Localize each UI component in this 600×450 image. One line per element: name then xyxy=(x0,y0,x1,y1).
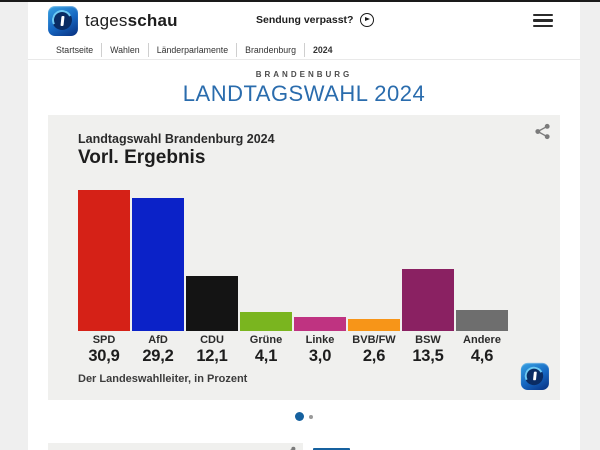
ard-globe-icon xyxy=(48,6,78,36)
sendung-verpasst-link[interactable]: Sendung verpasst? xyxy=(256,13,375,27)
brand-word-bold: schau xyxy=(127,11,178,30)
bar-afd xyxy=(132,198,184,331)
party-label: BSW xyxy=(415,334,441,346)
chart-bars xyxy=(78,189,512,331)
chart-title-small: Landtagswahl Brandenburg 2024 xyxy=(78,132,275,146)
tagesschau-logo-link[interactable]: tagesschau xyxy=(48,6,178,36)
party-label: Grüne xyxy=(249,334,283,346)
party-label: SPD xyxy=(92,334,116,346)
party-label: BVB/FW xyxy=(352,334,396,346)
results-chart-card: Landtagswahl Brandenburg 2024 Vorl. Erge… xyxy=(48,115,560,400)
party-value: 12,1 xyxy=(196,347,228,365)
chart-value-labels: 30,9 29,2 12,1 4,1 3,0 2,6 13,5 4,6 xyxy=(78,347,508,366)
breadcrumb-item-2024: 2024 xyxy=(303,43,341,57)
chart-title-big: Vorl. Ergebnis xyxy=(78,147,206,168)
party-value: 3,0 xyxy=(308,347,332,365)
party-label: AfD xyxy=(148,334,168,346)
next-card-tab-highlight xyxy=(313,448,350,450)
sendung-verpasst-label: Sendung verpasst? xyxy=(256,14,354,26)
header-divider xyxy=(28,59,580,60)
chart-source: Der Landeswahlleiter, in Prozent xyxy=(78,373,248,385)
page-title: LANDTAGSWAHL 2024 xyxy=(182,81,426,106)
breadcrumb: Startseite Wahlen Länderparlamente Brand… xyxy=(48,43,341,57)
chart-watermark-logo-icon xyxy=(520,362,549,390)
breadcrumb-item-startseite[interactable]: Startseite xyxy=(56,45,94,55)
party-value: 29,2 xyxy=(142,347,174,365)
party-label: Linke xyxy=(305,334,335,346)
bar-spd xyxy=(78,190,130,331)
play-icon[interactable] xyxy=(360,13,375,27)
carousel-dot-active[interactable] xyxy=(295,412,304,421)
party-value: 4,1 xyxy=(254,347,278,365)
chart-party-labels: SPD AfD CDU Grüne Linke BVB/FW BSW Andere xyxy=(78,334,508,346)
breadcrumb-item-laenderparlamente[interactable]: Länderparlamente xyxy=(147,43,236,57)
party-label: Andere xyxy=(463,334,501,346)
brand-word-light: tages xyxy=(85,11,128,30)
bar-gr-ne xyxy=(240,312,292,331)
bar-bvb-fw xyxy=(348,319,400,331)
bar-cdu xyxy=(186,276,238,331)
bar-linke xyxy=(294,317,346,331)
next-card-share-icon[interactable] xyxy=(283,446,296,450)
party-value: 4,6 xyxy=(470,347,494,365)
page-kicker: BRANDENBURG xyxy=(255,70,353,79)
breadcrumb-item-wahlen[interactable]: Wahlen xyxy=(101,43,148,57)
party-value: 13,5 xyxy=(412,347,444,365)
next-card-partial xyxy=(48,443,303,450)
bar-andere xyxy=(456,310,508,331)
menu-icon[interactable] xyxy=(533,14,553,30)
share-icon[interactable] xyxy=(535,123,550,145)
carousel-dot-inactive[interactable] xyxy=(309,414,313,419)
party-value: 30,9 xyxy=(88,347,120,365)
content-column: tagesschau Sendung verpasst? Startseite … xyxy=(28,2,580,450)
bar-bsw xyxy=(402,269,454,331)
party-value: 2,6 xyxy=(362,347,386,365)
breadcrumb-item-brandenburg[interactable]: Brandenburg xyxy=(236,43,304,57)
party-label: CDU xyxy=(200,334,224,346)
brand-wordmark: tagesschau xyxy=(85,11,178,31)
carousel-dots xyxy=(28,412,580,421)
top-bar xyxy=(0,0,600,2)
